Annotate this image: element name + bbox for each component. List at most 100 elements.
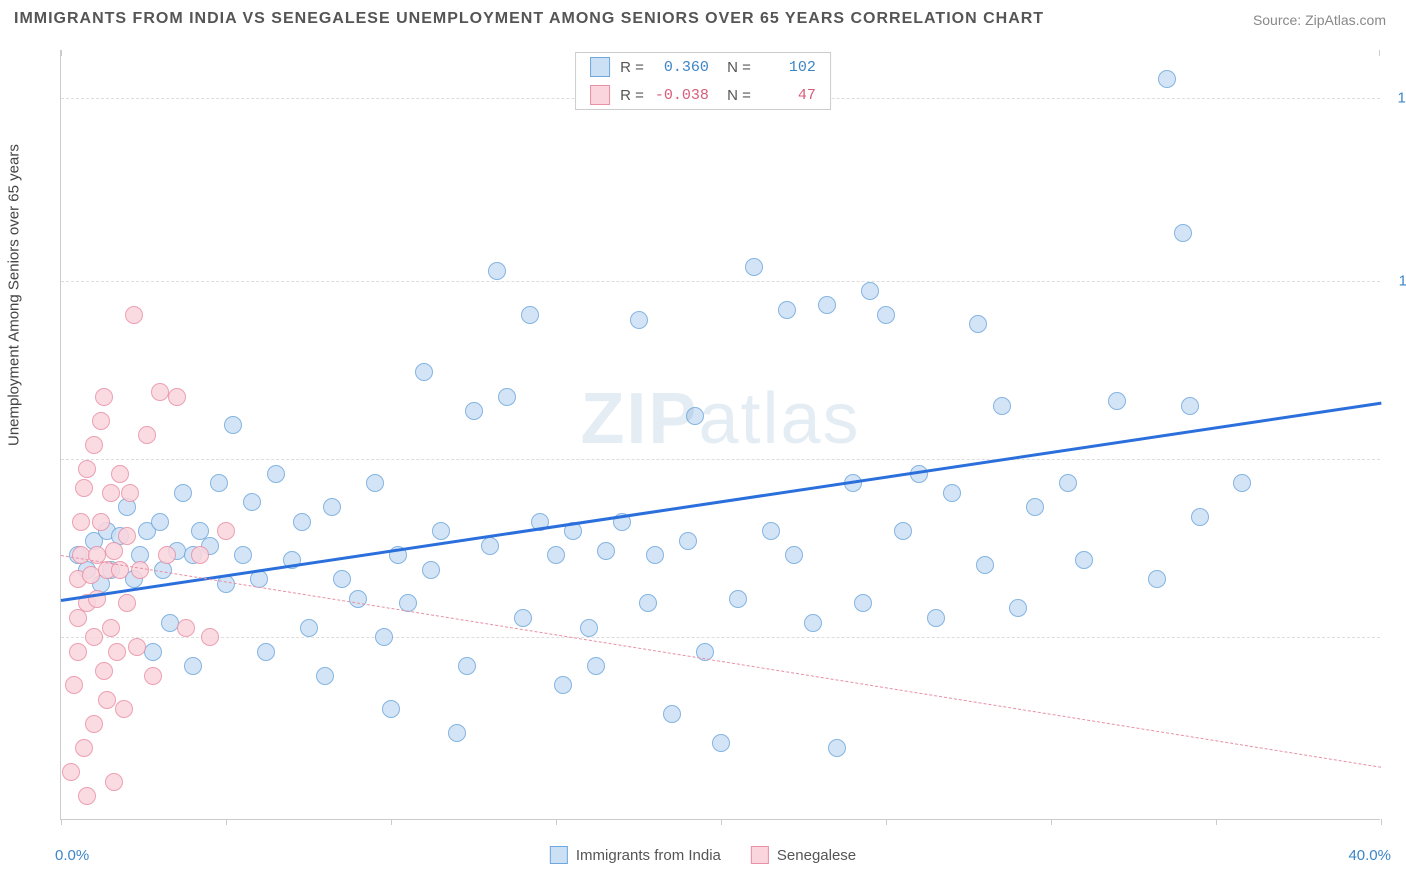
scatter-point (191, 546, 209, 564)
r-label: R = (620, 59, 644, 76)
scatter-point (1009, 599, 1027, 617)
scatter-point (580, 619, 598, 637)
scatter-point (514, 609, 532, 627)
scatter-point (587, 657, 605, 675)
scatter-point (785, 546, 803, 564)
scatter-point (1148, 570, 1166, 588)
scatter-point (293, 513, 311, 531)
scatter-point (316, 667, 334, 685)
r-value: -0.038 (654, 87, 709, 104)
scatter-point (105, 542, 123, 560)
scatter-point (144, 643, 162, 661)
scatter-point (92, 513, 110, 531)
gridline-horizontal (61, 281, 1380, 282)
x-tick (61, 819, 62, 825)
source-link[interactable]: ZipAtlas.com (1305, 12, 1386, 28)
scatter-point (927, 609, 945, 627)
x-tick (1051, 819, 1052, 825)
n-value: 47 (761, 87, 816, 104)
legend-swatch (590, 85, 610, 105)
legend-item: Immigrants from India (550, 846, 721, 864)
scatter-point (1158, 70, 1176, 88)
scatter-point (1191, 508, 1209, 526)
stats-legend-row: R =0.360 N =102 (576, 53, 830, 81)
scatter-point (976, 556, 994, 574)
y-tick-label: 11.2% (1399, 273, 1406, 290)
scatter-point (488, 262, 506, 280)
legend-item: Senegalese (751, 846, 856, 864)
x-axis-max-label: 40.0% (1348, 847, 1391, 864)
scatter-point (75, 479, 93, 497)
scatter-point (1059, 474, 1077, 492)
scatter-point (1026, 498, 1044, 516)
scatter-point (521, 306, 539, 324)
legend-swatch (550, 846, 568, 864)
scatter-point (257, 643, 275, 661)
scatter-point (630, 311, 648, 329)
x-tick (886, 819, 887, 825)
scatter-point (448, 724, 466, 742)
scatter-point (729, 590, 747, 608)
x-axis-min-label: 0.0% (55, 847, 89, 864)
scatter-point (818, 296, 836, 314)
legend-label: Immigrants from India (576, 847, 721, 864)
scatter-point (75, 739, 93, 757)
scatter-point (375, 628, 393, 646)
legend-label: Senegalese (777, 847, 856, 864)
stats-legend: R =0.360 N =102R =-0.038 N =47 (575, 52, 831, 110)
scatter-point (686, 407, 704, 425)
scatter-point (184, 657, 202, 675)
scatter-point (85, 715, 103, 733)
scatter-point (174, 484, 192, 502)
chart-title: IMMIGRANTS FROM INDIA VS SENEGALESE UNEM… (14, 10, 1044, 28)
scatter-point (366, 474, 384, 492)
n-value: 102 (761, 59, 816, 76)
x-tick (1216, 819, 1217, 825)
scatter-point (102, 619, 120, 637)
scatter-point (105, 773, 123, 791)
scatter-point (144, 667, 162, 685)
legend-swatch (590, 57, 610, 77)
scatter-point (95, 388, 113, 406)
gridline-horizontal (61, 459, 1380, 460)
x-axis-legend: Immigrants from India Senegalese (550, 846, 856, 864)
gridline-horizontal (61, 637, 1380, 638)
scatter-point (85, 628, 103, 646)
scatter-point (201, 628, 219, 646)
n-label: N = (719, 87, 751, 104)
scatter-point (861, 282, 879, 300)
scatter-point (82, 566, 100, 584)
scatter-point (854, 594, 872, 612)
scatter-point (804, 614, 822, 632)
scatter-point (333, 570, 351, 588)
scatter-point (128, 638, 146, 656)
scatter-point (234, 546, 252, 564)
scatter-point (382, 700, 400, 718)
scatter-point (151, 383, 169, 401)
x-tick (1381, 819, 1382, 825)
scatter-point (679, 532, 697, 550)
scatter-point (1075, 551, 1093, 569)
scatter-point (85, 436, 103, 454)
y-axis-label: Unemployment Among Seniors over 65 years (6, 144, 23, 446)
scatter-point (646, 546, 664, 564)
scatter-point (115, 700, 133, 718)
scatter-point (210, 474, 228, 492)
legend-swatch (751, 846, 769, 864)
scatter-point (554, 676, 572, 694)
scatter-point (78, 787, 96, 805)
scatter-point (300, 619, 318, 637)
scatter-point (498, 388, 516, 406)
scatter-point (894, 522, 912, 540)
scatter-point (762, 522, 780, 540)
scatter-point (224, 416, 242, 434)
scatter-point (243, 493, 261, 511)
scatter-point (415, 363, 433, 381)
scatter-point (72, 546, 90, 564)
r-label: R = (620, 87, 644, 104)
scatter-point (1181, 397, 1199, 415)
watermark: ZIPatlas (580, 378, 860, 460)
n-label: N = (719, 59, 751, 76)
scatter-point (111, 465, 129, 483)
scatter-point (712, 734, 730, 752)
